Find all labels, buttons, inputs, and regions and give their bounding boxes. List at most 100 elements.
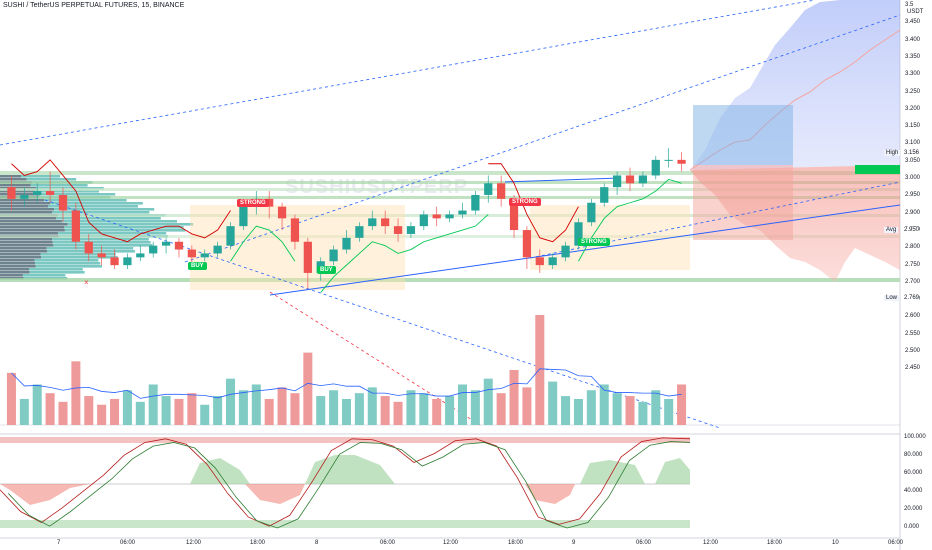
volume-bar bbox=[677, 384, 687, 425]
volume-bar bbox=[290, 393, 300, 425]
volume-bar bbox=[71, 361, 81, 425]
supertrend-up bbox=[578, 178, 682, 262]
candle bbox=[368, 210, 377, 231]
profile-bar bbox=[0, 220, 62, 223]
time-tick-label: 7 bbox=[57, 540, 61, 546]
price-tick-label: 2.900 bbox=[905, 209, 921, 216]
profile-bar bbox=[0, 244, 54, 247]
time-tick-label: 18:00 bbox=[250, 540, 266, 546]
candle bbox=[625, 167, 635, 192]
candle bbox=[484, 175, 493, 203]
candle bbox=[651, 155, 660, 180]
candle bbox=[329, 245, 338, 266]
candle bbox=[200, 249, 209, 262]
price-tick-label: 3.200 bbox=[905, 105, 921, 112]
price-badge-label: High bbox=[884, 150, 901, 156]
profile-bar bbox=[0, 241, 53, 244]
time-tick-label: 06:00 bbox=[120, 540, 136, 546]
profile-bar bbox=[0, 190, 35, 193]
price-tick-label: 3.000 bbox=[905, 175, 921, 181]
volume-bar bbox=[251, 384, 261, 425]
volume-bar bbox=[470, 390, 480, 425]
candle bbox=[406, 222, 416, 238]
profile-bar bbox=[0, 256, 42, 259]
price-tick-label: 2.450 bbox=[905, 365, 921, 372]
profile-bar bbox=[30, 184, 88, 187]
candle bbox=[612, 171, 622, 195]
candle bbox=[97, 245, 106, 266]
profile-bar bbox=[0, 211, 53, 214]
time-tick-label: 12:00 bbox=[186, 540, 202, 546]
profile-bar bbox=[35, 265, 103, 268]
price-tick-label: 2.750 bbox=[905, 261, 921, 268]
oscillator-tick-label: 20.000 bbox=[904, 506, 923, 512]
volume-bar bbox=[638, 401, 648, 425]
profile-bar bbox=[21, 175, 60, 178]
candle bbox=[393, 218, 403, 242]
buy-signal-tag[interactable]: BUY bbox=[317, 266, 336, 274]
volume-bar bbox=[187, 393, 197, 425]
volume-bar bbox=[213, 396, 223, 425]
candle bbox=[638, 171, 648, 188]
candle bbox=[84, 233, 93, 262]
price-tick-label: 2.600 bbox=[905, 313, 921, 320]
candle bbox=[290, 214, 300, 250]
volume-bar bbox=[393, 401, 403, 425]
profile-bar bbox=[0, 178, 27, 181]
price-tick-label: 3.400 bbox=[905, 36, 921, 43]
candle bbox=[419, 210, 428, 231]
profile-bar bbox=[0, 250, 48, 253]
time-tick-label: 12:00 bbox=[703, 540, 719, 546]
buy-signal-tag[interactable]: BUY bbox=[188, 262, 207, 270]
volume-bar bbox=[522, 387, 532, 425]
buy-signal-tag[interactable]: STRONG bbox=[578, 238, 610, 246]
volume-bar bbox=[445, 396, 455, 425]
profile-bar bbox=[0, 175, 21, 178]
volume-bar bbox=[277, 387, 287, 425]
candle bbox=[20, 187, 29, 207]
candle bbox=[303, 237, 312, 289]
profile-bar bbox=[0, 253, 41, 256]
profile-bar bbox=[22, 274, 66, 277]
volume-bar bbox=[148, 384, 158, 425]
volume-bar bbox=[548, 381, 558, 425]
volume-bar bbox=[354, 393, 364, 425]
time-tick-label: 18:00 bbox=[508, 540, 524, 546]
candle bbox=[677, 152, 686, 172]
volume-bar bbox=[32, 384, 42, 425]
candle bbox=[45, 171, 55, 203]
oscillator-tick-label: 40.000 bbox=[904, 488, 923, 494]
price-tick-label: 3.450 bbox=[905, 19, 921, 26]
price-badge-value: 2.950 bbox=[904, 227, 920, 233]
volume-bar bbox=[612, 393, 622, 425]
volume-bar bbox=[45, 393, 55, 425]
time-tick-label: 06:00 bbox=[636, 540, 652, 546]
supertrend-down bbox=[488, 163, 579, 243]
chart-header: SUSHI / TetherUS PERPETUAL FUTURES, 15, … bbox=[3, 2, 185, 9]
volume-bar bbox=[226, 378, 236, 425]
volume-bar bbox=[432, 398, 442, 425]
supertrend-up bbox=[230, 225, 296, 262]
candle bbox=[522, 226, 532, 270]
sell-signal-tag[interactable]: STRONG bbox=[509, 198, 541, 206]
supertrend-lines bbox=[11, 159, 682, 293]
profile-bar bbox=[56, 217, 161, 220]
sell-signal-tag[interactable]: STRONG bbox=[237, 199, 269, 207]
profile-bar bbox=[28, 268, 83, 271]
candle bbox=[561, 241, 570, 262]
volume-ma-line bbox=[11, 368, 682, 399]
oscillator-tick-label: 0.000 bbox=[904, 524, 920, 530]
time-tick-label: 18:00 bbox=[767, 540, 783, 546]
candle bbox=[458, 202, 467, 219]
profile-bar bbox=[0, 268, 29, 271]
candle bbox=[381, 210, 390, 234]
volume-bar bbox=[97, 404, 107, 425]
volume-bar bbox=[135, 401, 145, 425]
price-badge-label: Avg bbox=[884, 227, 899, 233]
profile-bar bbox=[34, 259, 99, 262]
volume-bar bbox=[264, 398, 274, 425]
volume-bar bbox=[200, 404, 210, 425]
volume-bar bbox=[496, 393, 506, 425]
